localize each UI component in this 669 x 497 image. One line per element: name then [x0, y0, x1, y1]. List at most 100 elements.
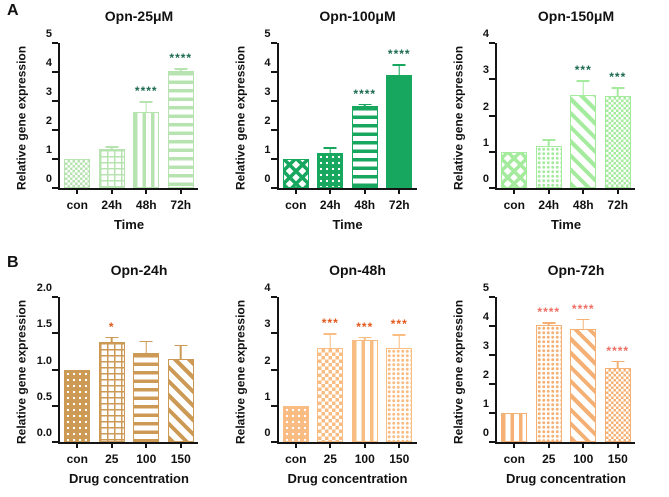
x-tick-mark [329, 442, 332, 448]
y-tick-mark [270, 441, 277, 443]
plot-area: **** **** **** [489, 296, 635, 448]
x-tick-mark [110, 188, 113, 194]
y-tick-label: 3 [264, 318, 271, 331]
x-tick-mark [329, 188, 332, 194]
y-tick-label: 1.5 [36, 318, 52, 331]
error-bar-cap [542, 139, 556, 141]
y-tick-mark [489, 325, 495, 327]
x-tick-label: 48h [135, 198, 157, 212]
bars-layer: *** *** *** [279, 297, 417, 448]
bar-72h [167, 71, 194, 188]
x-tick-label: con [503, 452, 525, 466]
bar-slot: **** [532, 297, 567, 448]
error-bar [105, 336, 119, 343]
bar-slot [60, 297, 95, 448]
y-tick-mark [489, 412, 495, 414]
x-tick-mark [547, 188, 550, 194]
chart-body: Relative gene expression 0 1 2 3 4 5 **** **** **… [451, 282, 659, 486]
error-bar-cap [139, 340, 153, 343]
y-tick-mark [489, 78, 495, 81]
y-axis-label: Relative gene expression [451, 299, 466, 445]
error-bar-cap [392, 64, 406, 67]
x-tick-mark [145, 442, 148, 448]
x-tick-label: 100 [136, 452, 157, 466]
x-tick-mark [363, 442, 366, 448]
error-bar-cap [174, 344, 188, 347]
bar-24h [535, 146, 562, 188]
chart-body: Relative gene expression 0 1 2 3 4 5 **** **** co… [14, 28, 222, 232]
x-axis-title: Drug concentration [69, 471, 189, 486]
bar-con [501, 151, 528, 188]
chart-title: Opn-25μM [104, 8, 174, 24]
error-bar [576, 318, 590, 330]
y-tick-mark [52, 158, 58, 160]
y-tick-label: 2 [264, 115, 271, 127]
bar-slot: **** [129, 43, 164, 194]
y-tick-mark [489, 114, 495, 117]
y-tick-label: 5 [45, 28, 52, 40]
bar-slot: *** [601, 43, 636, 194]
error-bar-whisker [547, 321, 550, 327]
y-tick-mark [52, 71, 58, 73]
x-tick-labels: con 25 100 150 [279, 452, 417, 466]
bar-slot [164, 297, 199, 448]
y-tick-label: 0 [264, 427, 271, 439]
error-bar [542, 139, 556, 148]
x-tick-labels: con 24h 48h 72h [497, 198, 635, 212]
bars-layer: *** *** [497, 43, 636, 194]
y-tick-mark [52, 42, 58, 44]
chart-body: Relative gene expression 0 1 2 3 4 *** *** *** co… [233, 282, 441, 486]
y-tick-mark [52, 129, 58, 131]
x-tick-label: 24h [538, 198, 560, 212]
plot-area-wrap: 0 1 2 3 4 5 **** **** con 24h 48h 72h Time [31, 28, 198, 232]
error-bar-whisker [582, 80, 585, 96]
x-axis-title: Time [332, 217, 363, 232]
x-tick-label: con [285, 452, 307, 466]
x-tick-mark [294, 188, 297, 194]
x-tick-mark [513, 442, 516, 448]
chart-title: Opn-72h [547, 262, 605, 278]
error-bar-whisker [398, 64, 401, 76]
x-tick-labels: con 24h 48h 72h [60, 198, 198, 212]
y-tick-label: 1 [482, 136, 489, 149]
y-tick-label: 2.0 [36, 282, 52, 294]
bar-25 [317, 347, 344, 442]
bars-layer: **** **** **** [497, 297, 635, 448]
y-tick-mark [52, 441, 58, 443]
bar-100 [570, 328, 597, 442]
error-bar-cap [323, 333, 337, 335]
bar-slot [95, 43, 130, 194]
x-tick-mark [110, 442, 113, 448]
bar-con [64, 369, 91, 442]
error-bar-whisker [179, 344, 182, 360]
bar-slot [279, 297, 314, 448]
chart-opn-150-m: Opn-150μM Relative gene expression 0 1 2 3 4 **… [451, 8, 659, 232]
y-tick-label: 3 [482, 340, 489, 352]
plot-area: **** **** [270, 42, 417, 194]
chart-title: Opn-100μM [319, 8, 396, 24]
x-tick-mark [179, 188, 182, 194]
y-tick-label: 3 [264, 86, 271, 98]
x-tick-label: 150 [389, 452, 410, 466]
bar-150 [167, 358, 194, 442]
x-axis-title: Time [113, 217, 145, 232]
significance-stars: **** [537, 304, 561, 319]
error-bar [611, 87, 625, 97]
significance-stars: * [108, 319, 115, 334]
bar-48h [570, 94, 597, 188]
significance-stars: *** [390, 316, 408, 331]
error-bar-cap [392, 333, 406, 336]
x-tick-label: con [66, 198, 88, 212]
error-bar-cap [611, 360, 625, 363]
y-tick-label: 1 [264, 390, 271, 403]
y-tick-mark [489, 187, 495, 189]
bar-slot [497, 297, 532, 448]
y-tick-mark [270, 296, 277, 298]
chart-opn-48h: Opn-48h Relative gene expression 0 1 2 3 4 *** *… [233, 262, 441, 486]
chart-title: Opn-48h [329, 262, 386, 278]
error-bar-whisker [145, 340, 148, 354]
error-bar [139, 340, 153, 354]
x-tick-label: 72h [170, 198, 192, 212]
chart-opn-25-m: Opn-25μM Relative gene expression 0 1 2 3 4 5 **… [14, 8, 222, 232]
